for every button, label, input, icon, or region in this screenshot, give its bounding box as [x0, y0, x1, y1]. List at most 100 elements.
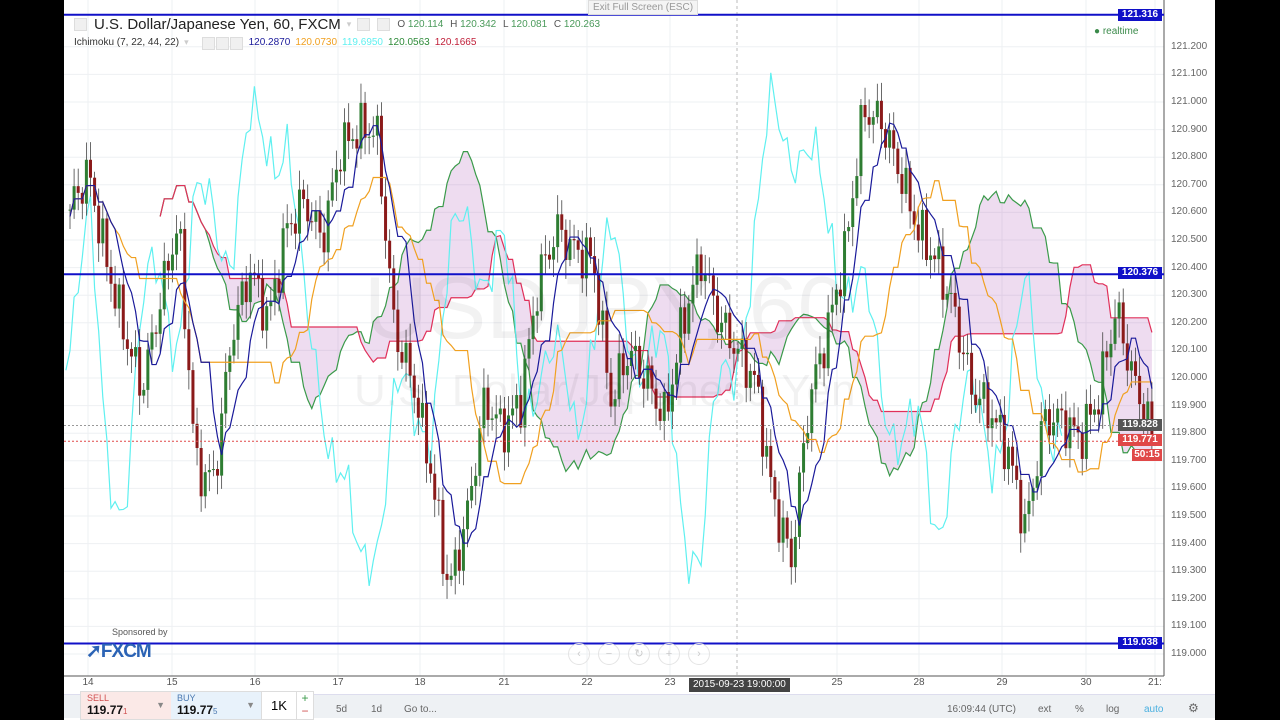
candle-body	[621, 353, 625, 376]
x-tick-label: 17	[332, 677, 344, 688]
candle-body	[166, 260, 170, 271]
candle-body	[261, 278, 265, 331]
candle-body	[912, 211, 916, 225]
buy-button[interactable]: BUY 119.775 ▼	[171, 692, 261, 719]
sell-button[interactable]: SELL 119.771 ▼	[81, 692, 171, 719]
candle-body	[941, 246, 945, 300]
candle-body	[580, 249, 584, 279]
x-tick-label: 23	[664, 677, 676, 688]
scroll-right-button[interactable]: ›	[688, 643, 710, 665]
candle-body	[1015, 465, 1019, 480]
symbol-title[interactable]: U.S. Dollar/Japanese Yen, 60, FXCM	[94, 16, 341, 33]
candle-body	[650, 365, 654, 389]
exit-fullscreen-button[interactable]: Exit Full Screen (ESC)	[588, 0, 699, 15]
candle-body	[1011, 446, 1015, 466]
scroll-left-button[interactable]: ‹	[568, 643, 590, 665]
candle-body	[978, 398, 982, 406]
zoom-out-button[interactable]: −	[598, 643, 620, 665]
y-tick-label: 119.400	[1171, 537, 1207, 549]
candle-body	[572, 239, 576, 241]
candle-body	[289, 223, 293, 225]
candle-body	[154, 332, 158, 334]
collapse-icon[interactable]	[74, 18, 87, 31]
percent-toggle[interactable]: %	[1075, 704, 1084, 715]
x-tick-label: 22	[581, 677, 593, 688]
candle-body	[330, 182, 334, 201]
candle-body	[1093, 409, 1097, 415]
candle-body	[584, 237, 588, 279]
clock-timezone[interactable]: 16:09:44 (UTC)	[947, 704, 1016, 715]
candle-body	[1113, 318, 1117, 344]
ext-toggle[interactable]: ext	[1038, 704, 1052, 715]
zoom-in-button[interactable]: +	[658, 643, 680, 665]
chevron-down-icon[interactable]: ▼	[246, 700, 255, 710]
candle-body	[502, 408, 506, 453]
quantity-plus-button[interactable]: +	[301, 691, 309, 705]
auto-toggle[interactable]: auto	[1144, 704, 1164, 715]
candle-body	[1068, 417, 1072, 449]
gear-icon[interactable]: ⚙	[1188, 701, 1199, 715]
chevron-down-icon[interactable]: ▼	[156, 700, 165, 710]
quantity-minus-button[interactable]: −	[301, 704, 309, 718]
y-tick-label: 121.000	[1171, 96, 1208, 107]
candle-body	[683, 307, 687, 334]
reset-button[interactable]: ↻	[628, 643, 650, 665]
eye-icon[interactable]	[357, 18, 371, 31]
candle-body	[302, 189, 306, 200]
chevron-down-icon[interactable]: ▾	[184, 37, 189, 47]
eye-icon[interactable]	[201, 37, 215, 50]
candle-body	[388, 240, 392, 269]
candle-body	[486, 387, 490, 420]
indicator-name[interactable]: Ichimoku (7, 22, 44, 22)	[74, 37, 180, 48]
hline-label-bottom: 119.038	[1118, 637, 1162, 649]
price-chart[interactable]	[64, 0, 1215, 694]
candle-body	[1142, 404, 1146, 429]
close-icon[interactable]	[229, 37, 243, 50]
quantity-field[interactable]: 1K	[261, 692, 296, 719]
candle-body	[125, 339, 129, 349]
fxcm-logo[interactable]: ➚FXCM	[86, 641, 152, 662]
candle-body	[1019, 479, 1023, 534]
candle-body	[211, 469, 215, 471]
x-tick-label: 21	[498, 677, 510, 688]
range-5d-button[interactable]: 5d	[336, 704, 348, 715]
candle-body	[609, 372, 613, 407]
ichimoku-cloud	[160, 151, 1152, 476]
log-toggle[interactable]: log	[1106, 704, 1120, 715]
y-tick-label: 119.100	[1171, 620, 1207, 632]
chevron-down-icon[interactable]: ▾	[346, 19, 352, 29]
candle-body	[433, 473, 437, 500]
candle-body	[494, 414, 498, 419]
candle-body	[142, 389, 146, 396]
candle-body	[478, 428, 482, 476]
candle-body	[666, 392, 670, 412]
settings-icon[interactable]	[377, 18, 391, 31]
candle-body	[511, 408, 515, 416]
settings-icon[interactable]	[215, 37, 229, 50]
candle-body	[879, 100, 883, 130]
candle-body	[1002, 414, 1006, 470]
trade-panel: SELL 119.771 ▼ BUY 119.775 ▼ 1K + −	[80, 691, 314, 720]
candle-body	[855, 176, 859, 199]
candle-body	[457, 549, 461, 571]
candle-body	[994, 418, 998, 423]
candle-body	[687, 303, 691, 334]
candle-body	[228, 355, 232, 372]
candle-body	[445, 573, 449, 580]
goto-button[interactable]: Go to...	[404, 704, 437, 715]
candle-body	[404, 342, 408, 363]
ohlc-values: O 120.114 H 120.342 L 120.081 C 120.263	[397, 19, 601, 30]
candle-body	[535, 311, 539, 316]
candle-body	[1101, 351, 1105, 415]
ichimoku-tenkan	[69, 122, 1153, 544]
candle-body	[371, 135, 375, 137]
candle-body	[334, 169, 338, 183]
x-tick-label: 14	[82, 677, 94, 688]
candle-body	[461, 529, 465, 571]
range-1d-button[interactable]: 1d	[371, 704, 383, 715]
candle-body	[547, 254, 551, 260]
y-tick-label: 120.600	[1171, 206, 1208, 218]
candle-body	[564, 229, 568, 260]
candle-body	[638, 345, 642, 379]
candle-body	[367, 136, 371, 138]
